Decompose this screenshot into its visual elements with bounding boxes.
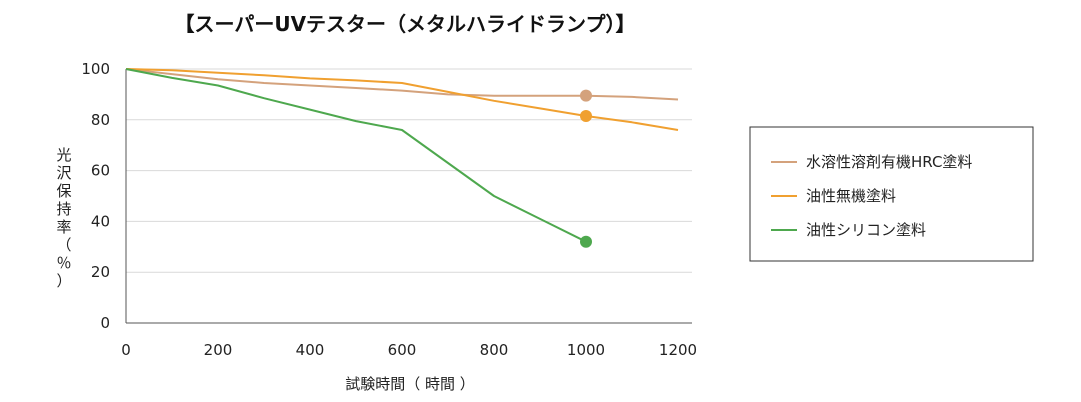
x-tick-label: 800 — [480, 341, 509, 359]
x-tick-label: 400 — [296, 341, 325, 359]
x-tick-label: 1200 — [659, 341, 697, 359]
x-axis-title: 試験時間（ 時間 ） — [345, 375, 475, 393]
legend-label-1: 油性無機塗料 — [806, 187, 896, 205]
y-tick-label: 20 — [91, 263, 110, 281]
y-tick-label: 100 — [81, 60, 110, 78]
x-tick-labels: 0 200 400 600 800 1000 1200 — [121, 341, 697, 359]
x-tick-label: 600 — [388, 341, 417, 359]
legend-label-2: 油性シリコン塗料 — [806, 221, 926, 239]
y-tick-label: 80 — [91, 111, 110, 129]
x-tick-label: 0 — [121, 341, 131, 359]
y-axis-title: 光沢保持率（％） — [56, 146, 71, 290]
series-marker-1 — [580, 109, 592, 122]
legend-label-0: 水溶性溶剤有機HRC塗料 — [806, 153, 972, 171]
chart-title: 【スーパーUVテスター（メタルハライドランプ）】 — [175, 12, 636, 36]
series-line-2 — [125, 68, 587, 243]
y-tick-label: 0 — [100, 314, 110, 332]
series-lines — [125, 68, 679, 248]
x-tick-label: 200 — [204, 341, 233, 359]
y-tick-label: 40 — [91, 212, 110, 230]
grid-lines — [126, 68, 692, 273]
series-marker-0 — [580, 89, 592, 102]
legend-box — [749, 126, 1034, 262]
y-tick-label: 60 — [91, 162, 110, 180]
axes — [125, 69, 692, 324]
series-line-0 — [125, 68, 679, 101]
x-tick-label: 1000 — [567, 341, 605, 359]
series-marker-2 — [580, 235, 592, 248]
y-tick-labels: 0 20 40 60 80 100 — [81, 60, 110, 332]
